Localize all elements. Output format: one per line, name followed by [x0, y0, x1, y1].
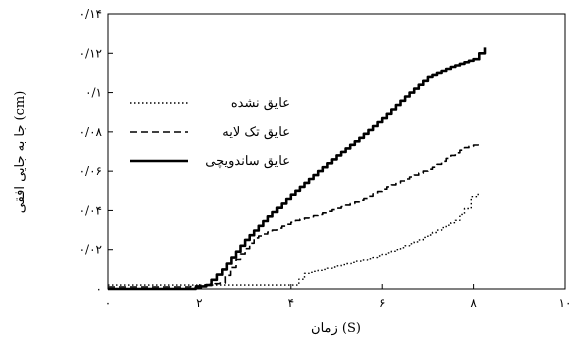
x-axis-ticks: ۰ ۲ ۴ ۶ ۸ ۱۰ [105, 284, 572, 310]
y-axis-ticks: ۰ ۰/۰۲ ۰/۰۴ ۰/۰۶ ۰/۰۸ ۰/۱ ۰/۱۲ ۰/۱۴ [79, 7, 113, 296]
legend-label-1: عایق نشده [231, 96, 290, 111]
legend-label-2: عایق تک لایه [222, 125, 290, 140]
y-tick-label: ۰/۰۴ [79, 203, 102, 217]
x-tick-label: ۱۰ [559, 296, 572, 310]
y-tick-label: ۰/۱ [85, 86, 102, 100]
x-tick-label: ۴ [288, 296, 294, 310]
y-tick-label: ۰/۱۲ [79, 46, 102, 60]
legend-label-3: عایق ساندویچی [205, 154, 290, 169]
series-layer [108, 47, 487, 291]
x-tick-label: ۲ [196, 296, 202, 310]
x-tick-label: ۸ [470, 296, 477, 310]
series-line-2 [108, 143, 479, 288]
y-tick-label: ۰/۰۶ [79, 164, 102, 178]
y-axis-title: جا به جایی افقی (cm) [13, 91, 28, 214]
x-tick-label: ۰ [105, 296, 111, 310]
plot-frame [107, 13, 566, 290]
x-tick-label: ۶ [379, 296, 385, 310]
x-axis-title: زمان (S) [311, 321, 361, 336]
y-tick-label: ۰ [96, 282, 102, 296]
series-line-1 [108, 192, 479, 286]
legend: عایق نشده عایق تک لایه عایق ساندویچی [130, 96, 290, 169]
series-line-3 [108, 47, 487, 291]
y-tick-label: ۰/۰۲ [79, 243, 102, 257]
y-tick-label: ۰/۱۴ [79, 7, 102, 21]
y-tick-label: ۰/۰۸ [79, 125, 103, 139]
